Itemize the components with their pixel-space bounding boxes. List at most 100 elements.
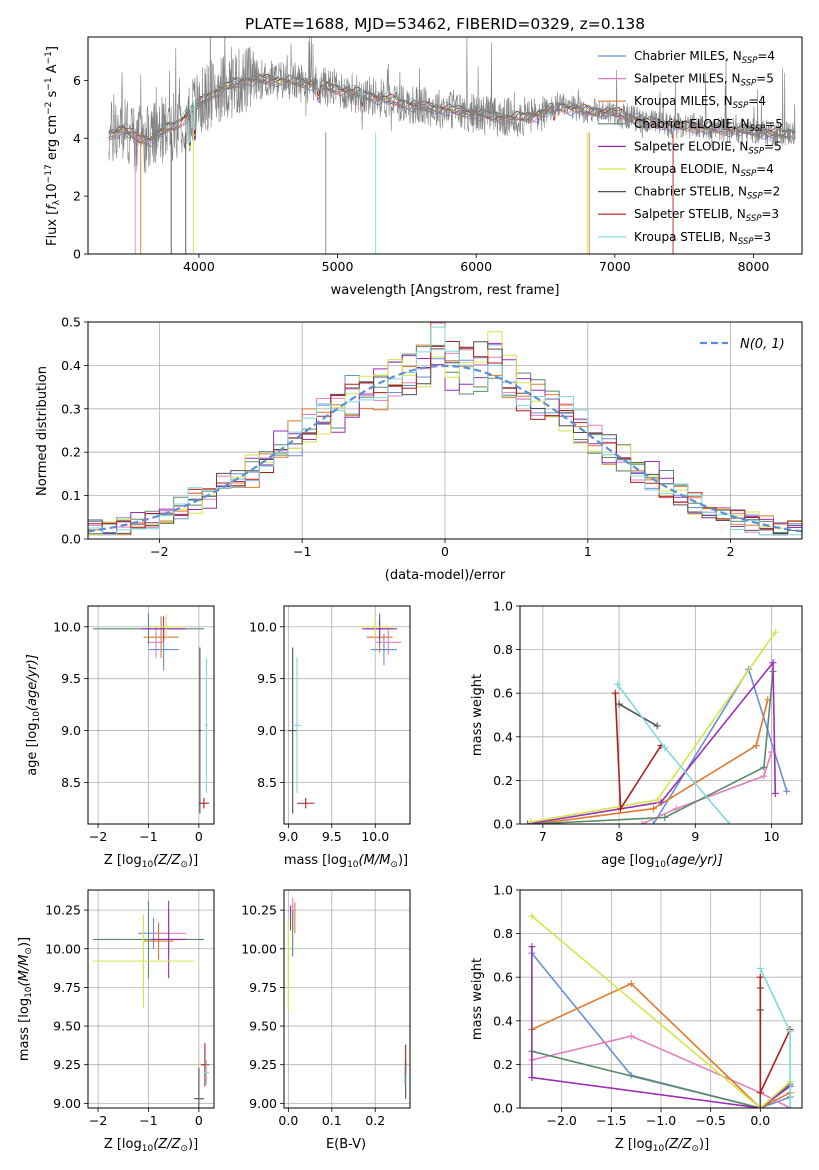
age-vs-mass-xtick-label: 10.0 [361,829,389,844]
age-vs-Z-ytick-label: 9.5 [61,671,81,686]
mass-vs-Z-axes: −2 −1 0 9.00 9.25 9.50 9.75 10.00 10.25 [45,890,214,1128]
spectrum-xtick-label: 5000 [322,259,354,274]
weight-line [616,684,731,824]
weight-vs-Z-xtick-label: −1.5 [596,1113,626,1128]
mass-vs-Z-ytick-label: 9.50 [53,1019,81,1034]
age-vs-mass-xtick-label: 9.0 [278,829,298,844]
residuals-frame [87,321,803,540]
weight-point [617,805,625,813]
weight-line [531,1050,791,1108]
residual-histogram-kroupa-stelib [88,326,802,536]
residuals-ytick-label: 0.0 [61,532,81,547]
mass-vs-ebv-ytick-label: 9.50 [249,1019,277,1034]
residuals-ytick-label: 0.2 [61,445,81,460]
spectrum-xtick-label: 8000 [738,259,770,274]
weight-series-salpeter-stelib [756,973,794,1097]
weight-vs-age-xtick-label: 7 [539,829,547,844]
weight-point [769,659,777,667]
weight-vs-Z-ytick-label: 0.8 [493,926,513,941]
age-vs-mass-ytick-label: 8.5 [257,775,277,790]
spectrum-ytick-label: 2 [73,189,81,204]
errorbar-salpeter-stelib [198,798,209,809]
massz-ylabel: mass [log10(M/M⊙)] [17,937,34,1061]
errorbar-salpeter-elodie [140,616,187,642]
spectrum-ylabel: Flux [fλ10−17 erg cm−2 s−1 A−1] [44,46,62,246]
legend-label-chabrier-stelib: Chabrier STELIB, NSSP=2 [634,185,780,202]
age-vs-Z-ytick-label: 9.0 [61,723,81,738]
spectrum-axes: 4000 5000 6000 7000 8000 0 2 4 6 [73,73,769,274]
weight-vs-age-plot-area [524,628,791,824]
weight-line [531,946,791,1108]
weight-point [786,1028,794,1036]
mass-vs-ebv-xtick-label: 0.1 [322,1113,342,1128]
mass-vs-Z-xtick-label: 0 [195,1113,203,1128]
weight-point [627,980,635,988]
weight-point [760,763,768,771]
spectrum-ytick-label: 0 [73,247,81,262]
weight-point [527,818,535,824]
legend-label-kroupa-elodie: Kroupa ELODIE, NSSP=4 [634,162,774,179]
residuals-ytick-label: 0.4 [61,358,81,373]
weight-point [760,772,768,780]
mass-vs-ebv-xtick-label: 0.0 [278,1113,298,1128]
weight-vs-age-xtick-label: 9 [691,829,699,844]
weight-line [527,660,777,824]
age-vs-mass-ytick-label: 9.5 [257,671,277,686]
weight-line [531,671,774,824]
weight-point [611,689,619,697]
weight-line [531,631,776,823]
mass-vs-ebv-ytick-label: 10.00 [241,941,277,956]
weight-line [531,982,791,1108]
weight-vs-Z-xtick-label: −0.5 [695,1113,725,1128]
weight-series-kroupa-elodie [527,628,779,824]
errorbar-salpeter-stelib [200,1043,209,1087]
mass-vs-Z-ytick-label: 10.00 [45,941,81,956]
weight-vs-Z-xtick-label: 0.0 [750,1113,770,1128]
weight-point [783,787,791,795]
age-vs-mass-xtick-label: 9.5 [322,829,342,844]
age-vs-mass-plot-area [288,613,402,814]
weight-vs-age-xtick-label: 10 [764,829,780,844]
weight-line [618,703,658,727]
mass-vs-Z-frame [87,889,215,1109]
weight-line [759,977,791,1094]
mass-vs-ebv-frame [283,889,411,1109]
weight-point [756,1104,764,1108]
weight-vs-age-frame [519,605,803,825]
mass-vs-Z-ytick-label: 9.25 [53,1057,81,1072]
weight-point [752,742,760,750]
weight-point [528,943,536,951]
weight-series-salpeter-miles [638,748,776,824]
weight-vs-Z-frame [519,889,803,1109]
legend-label-chabrier-miles: Chabrier MILES, NSSP=4 [634,49,775,66]
wz-ylabel: mass weight [470,958,485,1040]
errorbar-kroupa-stelib [203,1060,209,1085]
residuals-ylabel: Normed distribution [35,366,50,496]
age-vs-mass-ytick-label: 10.0 [249,619,277,634]
mass-vs-ebv-ytick-label: 9.00 [249,1096,277,1111]
agez-ylabel: age [log10(age/yr)] [25,654,42,776]
weight-point [653,722,661,730]
age-vs-mass-frame [283,605,411,825]
spectrum-frame [87,36,803,255]
age-vs-Z-xtick-label: 0 [195,829,203,844]
weight-series-chabrier-stelib [615,700,661,730]
weight-series-chabrier-miles [649,665,791,824]
mass-vs-Z-ytick-label: 10.25 [45,903,81,918]
weight-line [531,915,791,1108]
wage-xlabel: age [log10(age/yr)] [601,853,723,870]
errorbar-kroupa-elodie [357,616,393,638]
age-vs-Z-frame [87,605,215,825]
weight-vs-age-ytick-label: 0.6 [493,686,513,701]
residuals-xtick-label: −2 [150,544,168,559]
residual-histogram-chabrier-stelib [88,341,802,534]
weight-point [756,1089,764,1097]
mass-vs-ebv-ytick-label: 9.25 [249,1057,277,1072]
weight-point [756,964,764,972]
weight-vs-Z-ytick-label: 1.0 [493,883,513,898]
weight-point [627,1032,635,1040]
weight-point [756,973,764,981]
age-vs-Z-xtick-label: −2 [89,829,107,844]
mass-vs-ebv-plot-area [287,897,407,1099]
